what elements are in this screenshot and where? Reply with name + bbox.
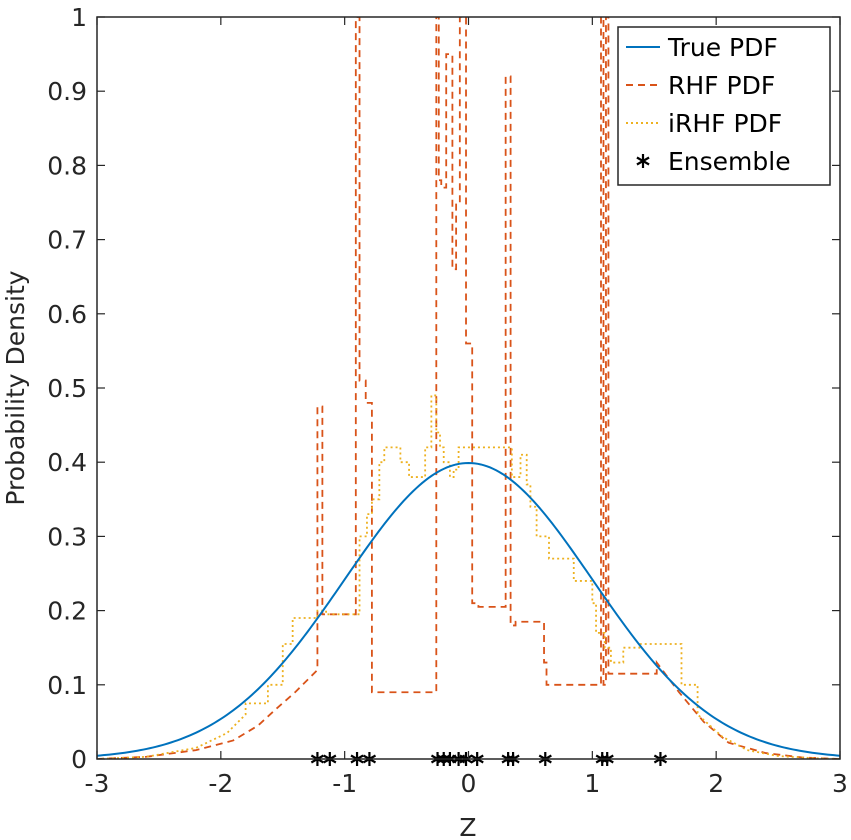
y-tick-label: 1 [71,3,87,32]
legend: True PDF RHF PDF iRHF PDF Ensemble [617,26,831,186]
legend-label: True PDF [667,33,778,62]
x-axis-title: Z [459,813,476,840]
tick-layer: -3 -2 -1 0 1 2 3 0 0.1 0.2 0.3 0.4 0.5 0.6 0.7 0.8 0.9 1 [47,3,848,798]
legend-label: RHF PDF [668,71,775,100]
x-tick-label: 3 [832,769,848,798]
x-tick-label: -1 [332,769,357,798]
y-tick-label: 0.1 [47,671,87,700]
legend-label: iRHF PDF [668,109,782,138]
y-tick-label: 0.9 [47,77,87,106]
legend-label: Ensemble [668,147,791,176]
series-layer [97,17,840,759]
series-true-pdf-line [97,461,840,757]
y-tick-label: 0.3 [47,522,87,551]
y-tick-label: 0 [71,745,87,774]
legend-box [617,26,831,186]
x-tick-label: -2 [208,769,233,798]
y-tick-label: 0.5 [47,374,87,403]
y-tick-label: 0.2 [47,597,87,626]
x-tick-label: 2 [708,769,724,798]
y-axis-title: Probability Density [1,270,30,505]
legend-entry: iRHF PDF [626,109,782,138]
x-tick-label: -3 [85,769,110,798]
x-tick-label: 1 [584,769,600,798]
y-tick-label: 0.4 [47,448,87,477]
legend-entry: True PDF [626,33,778,62]
x-tick-label: 0 [461,769,477,798]
legend-entry: RHF PDF [626,71,775,100]
y-tick-label: 0.8 [47,151,87,180]
y-tick-label: 0.6 [47,300,87,329]
legend-entry: Ensemble [636,147,791,176]
legend-items: True PDF RHF PDF iRHF PDF Ensemble [626,33,791,176]
y-tick-label: 0.7 [47,226,87,255]
legend-marker [636,154,650,168]
